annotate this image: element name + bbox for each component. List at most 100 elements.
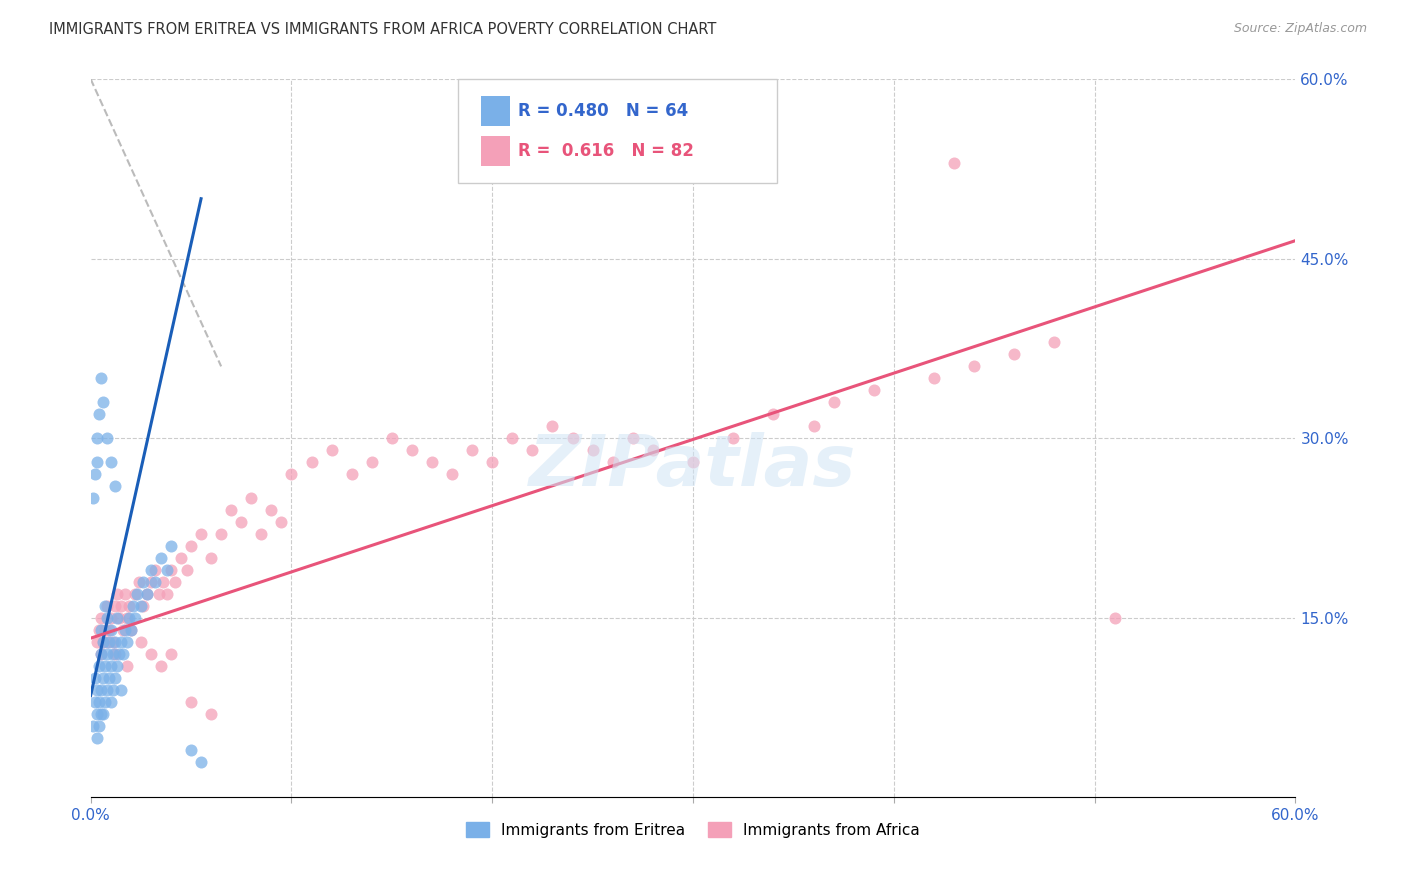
Point xyxy=(105,658,128,673)
Point xyxy=(87,695,110,709)
Point xyxy=(115,611,138,625)
Point xyxy=(90,611,112,625)
Point xyxy=(97,671,120,685)
Point xyxy=(461,443,484,458)
Point xyxy=(561,431,583,445)
Point xyxy=(118,599,141,613)
Point xyxy=(111,623,134,637)
Point xyxy=(87,407,110,421)
Point xyxy=(107,647,129,661)
Point xyxy=(96,647,118,661)
Point xyxy=(110,682,132,697)
Point xyxy=(963,359,986,374)
Point xyxy=(501,431,523,445)
Text: ZIPatlas: ZIPatlas xyxy=(529,433,856,501)
Point xyxy=(156,563,179,577)
Point xyxy=(862,384,884,398)
Point xyxy=(129,599,152,613)
Point xyxy=(132,574,155,589)
Point xyxy=(823,395,845,409)
Point xyxy=(91,706,114,721)
Point xyxy=(104,599,127,613)
Point xyxy=(97,623,120,637)
Point xyxy=(152,574,174,589)
Point xyxy=(441,467,464,482)
Point xyxy=(250,527,273,541)
Text: R =  0.616   N = 82: R = 0.616 N = 82 xyxy=(519,142,695,160)
Point xyxy=(90,371,112,385)
Point xyxy=(86,455,108,469)
Point xyxy=(143,574,166,589)
Point xyxy=(160,539,183,553)
Point xyxy=(139,647,162,661)
Point xyxy=(83,695,105,709)
Point xyxy=(209,527,232,541)
Point xyxy=(101,647,124,661)
Point xyxy=(321,443,343,458)
Point xyxy=(110,634,132,648)
Point xyxy=(82,718,104,732)
Point xyxy=(132,599,155,613)
Point xyxy=(641,443,664,458)
Point xyxy=(481,455,503,469)
Point xyxy=(1002,347,1025,361)
FancyBboxPatch shape xyxy=(481,96,510,127)
Point xyxy=(156,587,179,601)
Point xyxy=(90,682,112,697)
Point xyxy=(129,634,152,648)
Point xyxy=(97,634,120,648)
Point xyxy=(100,455,122,469)
Point xyxy=(139,563,162,577)
Point xyxy=(682,455,704,469)
Point xyxy=(803,419,825,434)
Point xyxy=(190,755,212,769)
Point xyxy=(90,647,112,661)
Point xyxy=(231,515,253,529)
Point xyxy=(541,419,564,434)
Point xyxy=(87,623,110,637)
Point xyxy=(101,634,124,648)
Point xyxy=(522,443,544,458)
Point xyxy=(91,634,114,648)
Point xyxy=(163,574,186,589)
Point xyxy=(115,634,138,648)
Point xyxy=(621,431,644,445)
Point xyxy=(149,658,172,673)
Point xyxy=(87,658,110,673)
Point xyxy=(190,527,212,541)
Point xyxy=(82,491,104,505)
Point xyxy=(124,611,146,625)
Point xyxy=(93,623,115,637)
Point xyxy=(87,718,110,732)
Point xyxy=(83,467,105,482)
Point xyxy=(91,634,114,648)
Point xyxy=(360,455,382,469)
Point xyxy=(121,599,143,613)
Point xyxy=(105,587,128,601)
Point xyxy=(86,706,108,721)
Point xyxy=(120,623,142,637)
Point xyxy=(582,443,605,458)
Point xyxy=(160,563,183,577)
Point xyxy=(90,647,112,661)
Point xyxy=(83,671,105,685)
Point xyxy=(86,682,108,697)
Point xyxy=(96,431,118,445)
Point xyxy=(91,395,114,409)
Point xyxy=(100,611,122,625)
Point xyxy=(219,503,242,517)
Point xyxy=(200,706,222,721)
Point xyxy=(96,682,118,697)
Point xyxy=(301,455,323,469)
Point xyxy=(93,599,115,613)
Point xyxy=(104,647,127,661)
Point xyxy=(101,682,124,697)
Point xyxy=(120,623,142,637)
Point xyxy=(96,634,118,648)
Point xyxy=(240,491,263,505)
Point xyxy=(139,574,162,589)
Point xyxy=(93,658,115,673)
Point xyxy=(180,695,202,709)
Point xyxy=(114,587,136,601)
Point xyxy=(160,647,183,661)
